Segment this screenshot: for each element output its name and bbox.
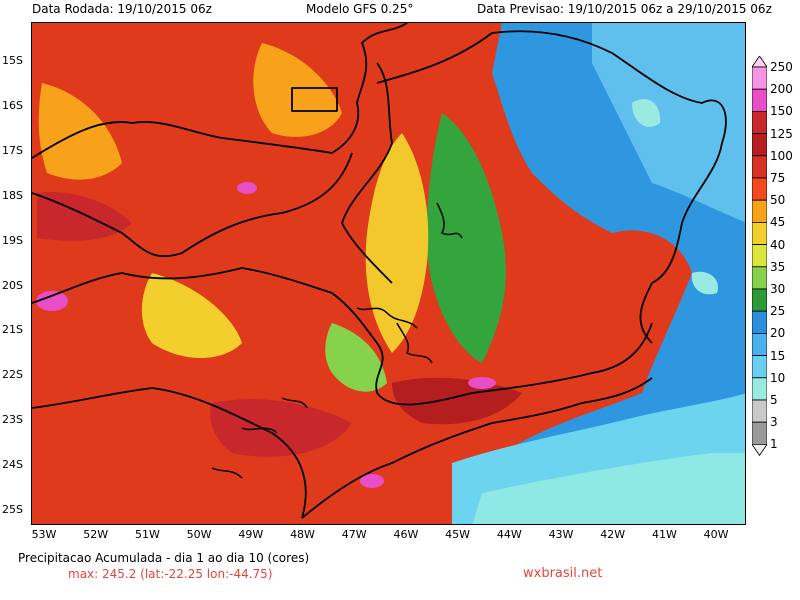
colorbar-box (752, 88, 767, 112)
run-date-label: Data Rodada: 19/10/2015 06z (32, 2, 212, 16)
lat-label: 23S (2, 413, 23, 427)
colorbar (752, 56, 767, 457)
colorbar-label: 15 (770, 348, 786, 363)
site-credit: wxbrasil.net (523, 566, 603, 581)
lon-label: 51W (134, 528, 160, 541)
model-label: Modelo GFS 0.25° (306, 2, 414, 16)
magenta-core-1 (468, 377, 496, 389)
lon-label: 45W (445, 528, 471, 541)
lat-label: 16S (2, 98, 23, 112)
colorbar-box (752, 399, 767, 423)
colorbar-arrow-top (752, 56, 767, 68)
colorbar-box (752, 266, 767, 290)
colorbar-label: 20 (770, 326, 786, 341)
lon-label: 47W (341, 528, 367, 541)
south-dark-red (210, 399, 352, 457)
colorbar-arrow-bottom (752, 444, 767, 457)
colorbar-label: 50 (770, 193, 786, 208)
colorbar-box (752, 177, 767, 201)
east-light-blue (592, 23, 745, 223)
precipitation-map (31, 22, 746, 525)
colorbar-label: 30 (770, 282, 786, 296)
magenta-core-2 (36, 291, 68, 311)
colorbar-box (752, 133, 767, 157)
lat-label: 21S (2, 323, 23, 337)
footer-title: Precipitacao Acumulada - dia 1 ao dia 10… (18, 551, 310, 565)
south-green-patch (325, 323, 387, 392)
colorbar-box (752, 421, 767, 445)
lat-label: 25S (2, 503, 23, 516)
lon-label: 40W (703, 528, 729, 541)
colorbar-label: 25 (770, 304, 786, 319)
colorbar-box (752, 66, 767, 90)
colorbar-box (752, 199, 767, 223)
ocean-pale (472, 453, 745, 524)
colorbar-box (752, 111, 767, 135)
colorbar-box (752, 244, 767, 268)
colorbar-box (752, 377, 767, 401)
magenta-core-3 (360, 474, 384, 488)
colorbar-box (752, 355, 767, 379)
lat-label: 18S (2, 188, 23, 202)
lat-label: 17S (2, 143, 23, 157)
lon-label: 46W (393, 528, 419, 541)
central-yellow-band (365, 133, 429, 353)
colorbar-label: 10 (770, 370, 786, 385)
lon-label: 44W (496, 528, 522, 541)
colorbar-label: 5 (770, 393, 778, 407)
footer-max-value: max: 245.2 (lat:-22.25 lon:-44.75) (68, 567, 273, 581)
colorbar-label: 75 (770, 171, 786, 185)
colorbar-label: 3 (770, 415, 778, 430)
colorbar-box (752, 221, 767, 245)
magenta-core-4 (237, 182, 257, 194)
north-yellow-patch (253, 43, 342, 137)
colorbar-label: 45 (770, 215, 786, 230)
coast-heavy-core (392, 377, 522, 425)
lon-label: 42W (600, 528, 626, 541)
state-borders (32, 23, 727, 519)
colorbar-label: 125 (770, 126, 793, 141)
lon-label: 53W (31, 528, 57, 541)
lon-label: 41W (651, 528, 677, 541)
lat-label: 15S (2, 54, 23, 67)
colorbar-label: 150 (770, 104, 793, 119)
lat-label: 20S (2, 278, 23, 292)
reservoir-outlines (211, 202, 463, 479)
colorbar-label: 40 (770, 237, 786, 252)
lat-label: 24S (2, 458, 23, 472)
colorbar-label: 250 (770, 60, 793, 74)
lat-label: 22S (2, 368, 23, 382)
lon-label: 49W (238, 528, 264, 541)
colorbar-label: 100 (770, 148, 793, 163)
colorbar-label: 200 (770, 82, 793, 97)
light-cyan-patches (632, 99, 718, 295)
lon-label: 43W (548, 528, 574, 541)
lon-label: 50W (186, 528, 212, 541)
colorbar-label: 35 (770, 259, 786, 274)
forecast-date-label: Data Previsao: 19/10/2015 06z a 29/10/20… (477, 2, 772, 16)
lat-label: 19S (2, 233, 23, 247)
colorbar-box (752, 310, 767, 334)
colorbar-box (752, 155, 767, 179)
south-yellow-patch (141, 273, 242, 358)
colorbar-box (752, 288, 767, 312)
lon-label: 48W (290, 528, 315, 541)
colorbar-label: 1 (770, 437, 778, 452)
central-green-band (426, 113, 506, 363)
map-canvas (32, 23, 745, 524)
colorbar-box (752, 332, 767, 356)
lon-label: 52W (83, 528, 109, 541)
